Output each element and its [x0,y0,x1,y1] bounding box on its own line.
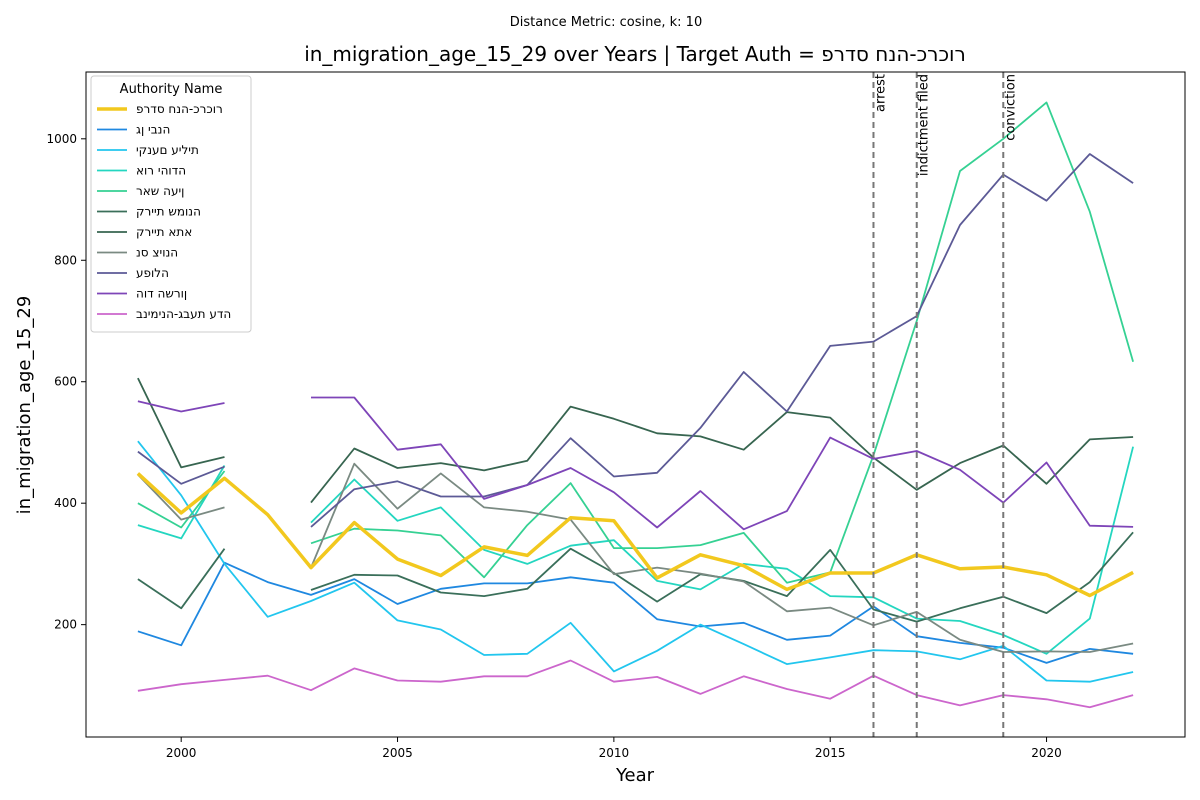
x-tick-label-2: 2010 [599,746,630,760]
legend-label-1: הנבי ןג [136,123,170,137]
x-tick-label-4: 2020 [1031,746,1062,760]
legend-label-4: ןיעה שאר [136,184,184,198]
series-line-1 [137,561,1134,664]
x-axis-label: Year [615,765,655,786]
y-tick-label-2: 600 [54,375,77,389]
legend-label-0: רוכרכ-הנח סדרפ [136,102,223,116]
legend-box [90,75,252,333]
y-tick-label-1: 400 [54,496,77,510]
plot-area: arrest indictment filed conviction [136,72,1134,737]
series-line-5 [137,531,1134,623]
legend-label-2: תיליע םענקי [136,143,199,157]
event-label-0: arrest [873,74,888,112]
y-axis-label: in_migration_age_15_29 [14,296,35,515]
legend-title: Authority Name [120,82,223,97]
legend-label-6: אתא תיירק [136,225,192,239]
x-tick-label-1: 2005 [382,746,413,760]
series-line-8 [137,153,1134,528]
plot-frame [85,71,1186,738]
x-tick-label-0: 2000 [166,746,197,760]
x-tick-label-3: 2015 [815,746,846,760]
legend-label-3: הדוהי רוא [136,164,186,178]
legend-label-9: ןורשה דוה [136,287,187,301]
y-tick-label-4: 1000 [46,132,77,146]
legend: Authority Name רוכרכ-הנח סדרפ הנבי ןג תילי… [90,75,252,333]
series-line-7 [137,462,1134,653]
series-line-10 [137,659,1134,709]
chart-title: in_migration_age_15_29 over Years | Targ… [304,42,966,66]
series-line-0 [136,472,1134,598]
series-line-2 [137,440,1134,683]
series-line-6 [137,377,1134,504]
event-label-2: conviction [1003,74,1018,141]
legend-label-7: הנויצ סנ [136,246,178,260]
legend-label-8: הלופע [136,266,169,280]
series-line-9 [137,396,1134,531]
legend-label-5: הנומש תיירק [136,205,201,219]
y-tick-label-0: 200 [54,618,77,632]
event-label-1: indictment filed [917,74,932,176]
y-tick-label-3: 800 [54,253,77,267]
legend-label-10: הדע תעבג-הנימינב [136,307,231,321]
chart-suptitle: Distance Metric: cosine, k: 10 [510,15,702,30]
axes: 2000 2005 2010 2015 2020 200 400 600 800 1000 [46,132,1061,760]
